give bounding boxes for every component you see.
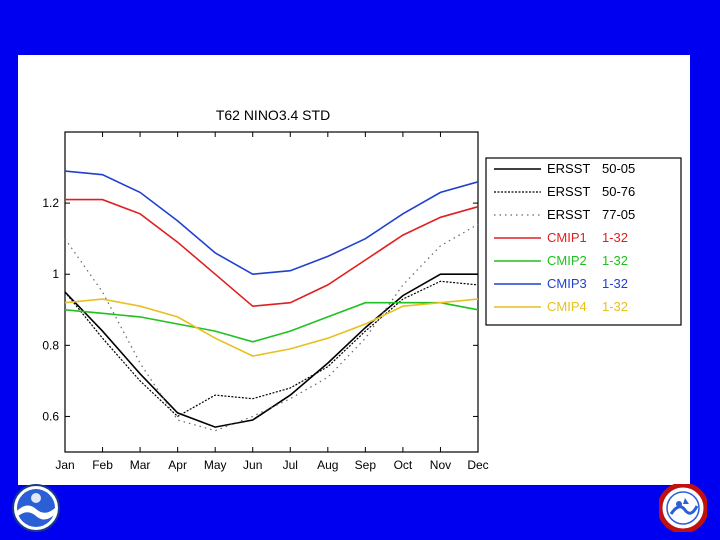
- x-tick-label: Jan: [55, 458, 74, 472]
- legend-label: ERSST: [547, 207, 590, 222]
- chart: T62 NINO3.4 STD 0.6 0.8 1 1.2 Jan Feb Mar Apr M…: [42, 107, 682, 472]
- legend-period: 1-32: [602, 253, 628, 268]
- y-tick-label: 1.2: [42, 196, 59, 210]
- series-line: [64, 298, 479, 357]
- chart-title: T62 NINO3.4 STD: [216, 107, 330, 123]
- legend-period: 1-32: [602, 230, 628, 245]
- x-tick-label: Jun: [243, 458, 262, 472]
- series-line: [64, 170, 479, 276]
- legend-label: CMIP1: [547, 230, 587, 245]
- series-line: [64, 301, 479, 343]
- x-tick-label: Apr: [168, 458, 187, 472]
- series-line: [65, 198, 479, 308]
- legend-label: CMIP4: [547, 299, 587, 314]
- legend-period: 50-05: [602, 161, 635, 176]
- legend-label: ERSST: [547, 184, 590, 199]
- legend-period: 77-05: [602, 207, 635, 222]
- legend-label: ERSST: [547, 161, 590, 176]
- series-line: [64, 273, 478, 428]
- series-line: [64, 223, 479, 432]
- noaa-logo: [12, 484, 60, 532]
- y-tick-label: 0.6: [42, 409, 59, 423]
- x-tick-label: May: [204, 458, 227, 472]
- legend-frame: [485, 157, 682, 326]
- x-tick-label: Oct: [394, 458, 413, 472]
- slide-panel: T62 NINO3.4 STD 0.6 0.8 1 1.2 Jan Feb Mar Apr M…: [18, 55, 690, 485]
- x-tick-label: Dec: [467, 458, 488, 472]
- legend-period: 50-76: [602, 184, 635, 199]
- series-lines: [64, 170, 479, 432]
- x-tick-label: Sep: [355, 458, 377, 472]
- y-tick-label: 0.8: [42, 338, 59, 352]
- y-axis: 0.6 0.8 1 1.2: [42, 196, 478, 423]
- legend-period: 1-32: [602, 299, 628, 314]
- legend: ERSST 50-05 ERSST 50-76 ERSST 77-05 CMIP1 1-32 C…: [485, 157, 682, 326]
- series-line: [64, 280, 479, 418]
- legend-period: 1-32: [602, 276, 628, 291]
- y-tick-label: 1: [52, 267, 59, 281]
- x-tick-label: Mar: [130, 458, 151, 472]
- x-axis: Jan Feb Mar Apr May Jun Jul Aug Sep Oct Nov Dec: [55, 132, 489, 472]
- x-tick-label: Aug: [317, 458, 338, 472]
- x-tick-label: Jul: [283, 458, 298, 472]
- legend-label: CMIP3: [547, 276, 587, 291]
- nws-logo: [659, 484, 707, 532]
- plot-frame: [64, 131, 479, 453]
- x-tick-label: Feb: [92, 458, 113, 472]
- legend-label: CMIP2: [547, 253, 587, 268]
- x-tick-label: Nov: [430, 458, 451, 472]
